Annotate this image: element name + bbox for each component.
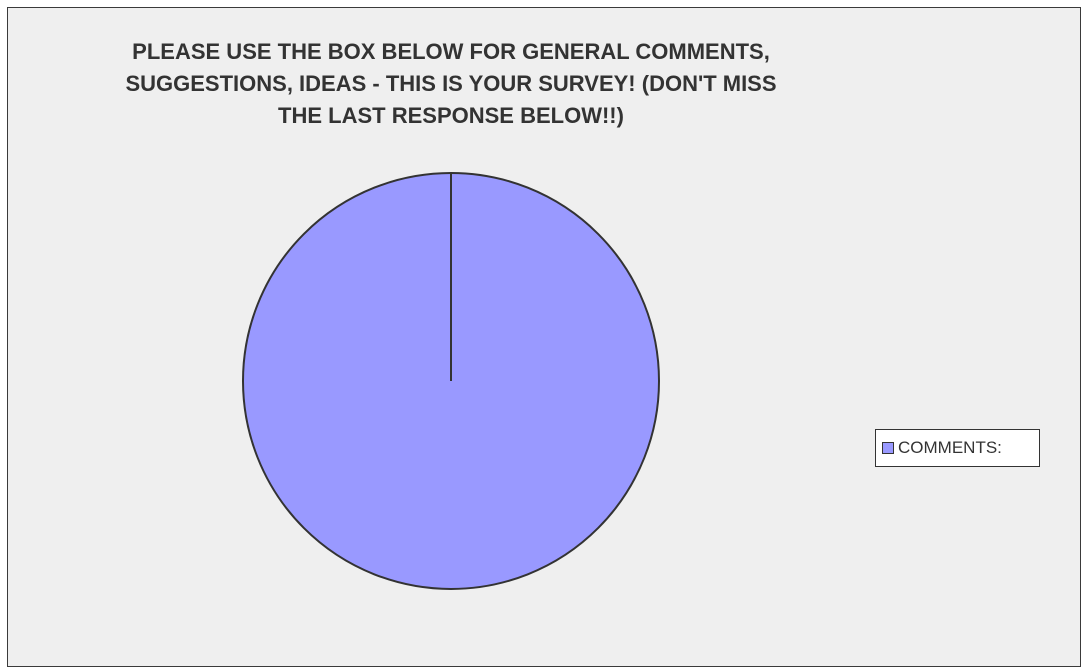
legend-label: COMMENTS: xyxy=(898,438,1002,457)
legend-swatch xyxy=(882,442,894,454)
chart-title: PLEASE USE THE BOX BELOW FOR GENERAL COM… xyxy=(125,39,777,128)
pie-chart xyxy=(242,172,660,590)
chart-area: PLEASE USE THE BOX BELOW FOR GENERAL COM… xyxy=(7,7,1081,667)
legend: COMMENTS: xyxy=(875,429,1040,467)
